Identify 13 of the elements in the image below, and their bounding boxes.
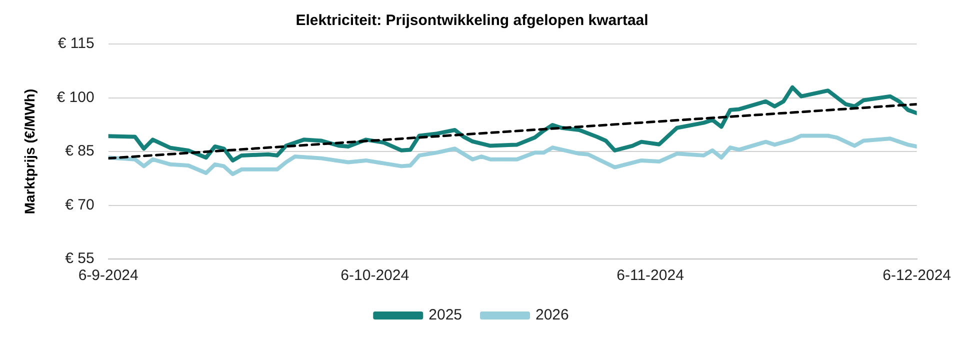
legend-label: 2025 (428, 306, 462, 324)
legend-label: 2026 (536, 306, 569, 324)
y-tick-label: € 115 (58, 35, 94, 52)
y-axis-title: Marktprijs (€/MWh) (21, 88, 38, 214)
y-tick-label: € 85 (65, 142, 94, 160)
x-tick-label: 6-9-2024 (78, 267, 138, 284)
x-tick-label: 6-10-2024 (340, 267, 410, 284)
chart-title: Elektriciteit: Prijsontwikkeling afgelopen kwartaal (296, 12, 648, 30)
y-tick-label: € 70 (65, 196, 94, 214)
x-tick-label: 6-12-2024 (882, 267, 951, 284)
y-tick-label: € 100 (56, 88, 94, 106)
y-tick-label: € 55 (65, 250, 94, 268)
x-tick-label: 6-11-2024 (616, 267, 684, 284)
